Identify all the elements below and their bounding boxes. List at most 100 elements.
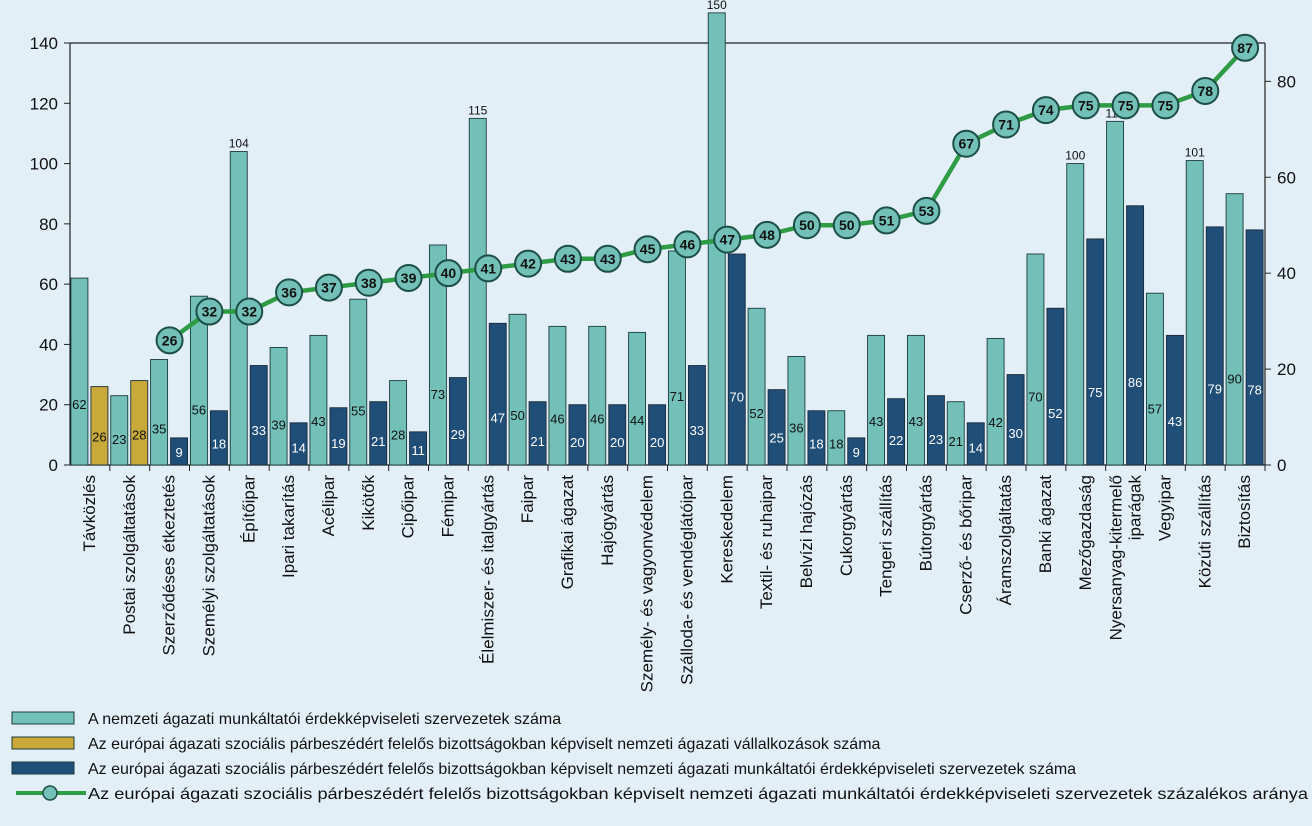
- x-category-label: Szerződéses étkeztetés: [160, 475, 179, 655]
- line-point-percentage: [593, 244, 622, 273]
- bar-employer-org: [209, 410, 228, 466]
- bar-label-national: 90: [1227, 372, 1241, 387]
- y-tick-label-right: 60: [1277, 168, 1296, 187]
- x-category-label: Cukorgyártás: [837, 475, 856, 576]
- line-label-percentage: 45: [640, 241, 656, 257]
- line-point-percentage: [1191, 76, 1220, 105]
- line-point-percentage: [553, 244, 582, 273]
- bar-employer-org: [887, 398, 906, 466]
- line-label-percentage: 50: [799, 217, 815, 233]
- line-label-percentage: 51: [879, 212, 895, 228]
- bar-national: [1145, 292, 1164, 466]
- bar-label-employer-org: 18: [809, 437, 823, 452]
- bar-national: [986, 337, 1005, 466]
- bar-label-employer-org: 21: [371, 434, 385, 449]
- bar-employer-org: [528, 401, 547, 466]
- line-point-percentage: [872, 206, 901, 235]
- bar-label-national: 52: [749, 406, 763, 421]
- line-label-percentage: 74: [1038, 102, 1054, 118]
- x-category-label: Fémipar: [438, 475, 457, 538]
- bar-national: [946, 401, 965, 466]
- line-label-percentage: 38: [361, 275, 377, 291]
- line-label-percentage: 43: [600, 251, 616, 267]
- line-point-percentage: [474, 254, 503, 283]
- bar-employer-org: [369, 401, 388, 466]
- line-point-percentage: [195, 297, 224, 326]
- line-label-percentage: 32: [241, 304, 257, 320]
- bar-employer-org: [687, 365, 706, 466]
- bar-label-employer-org: 18: [212, 437, 226, 452]
- legend-swatch: [11, 761, 75, 775]
- bar-national: [150, 359, 169, 466]
- bar-employer-org: [289, 422, 308, 466]
- line-point-percentage: [713, 225, 742, 254]
- x-category-label: Nyersanyag-kitermelő: [1107, 475, 1126, 640]
- bar-label-employer-org: 70: [730, 390, 744, 405]
- x-category-label: Postai szolgáltatások: [120, 475, 139, 635]
- bar-label-employer-org: 20: [570, 435, 584, 450]
- line-point-percentage: [434, 259, 463, 288]
- legend-label: A nemzeti ágazati munkáltatói érdekképvi…: [88, 711, 561, 728]
- bar-enterprise: [90, 386, 109, 466]
- line-point-percentage: [633, 235, 662, 264]
- x-category-label: Faipar: [518, 475, 537, 524]
- y-tick-label-right: 20: [1277, 360, 1296, 379]
- bar-national: [628, 331, 647, 466]
- bar-label-employer-org: 19: [331, 436, 345, 451]
- bar-label-employer-org: 14: [969, 440, 983, 455]
- x-category-label: Személyi szolgáltatások: [199, 475, 218, 657]
- bar-national: [1066, 163, 1085, 466]
- line-label-percentage: 75: [1158, 97, 1174, 113]
- bar-label-employer-org: 25: [769, 430, 783, 445]
- bar-label-national: 35: [152, 421, 166, 436]
- bar-label-employer-org: 75: [1088, 385, 1102, 400]
- bar-national: [70, 277, 89, 466]
- bar-label-employer-org: 43: [1168, 414, 1182, 429]
- x-category-label: Vegyipar: [1155, 475, 1174, 541]
- line-label-percentage: 75: [1118, 97, 1134, 113]
- line-point-percentage: [753, 220, 782, 249]
- line-label-percentage: 26: [162, 332, 178, 348]
- bar-national: [468, 117, 487, 466]
- line-label-percentage: 37: [321, 280, 337, 296]
- line-point-percentage: [912, 196, 941, 225]
- x-category-label: Banki ágazat: [1036, 475, 1055, 574]
- line-label-percentage: 50: [839, 217, 855, 233]
- x-category-label: Biztosítás: [1235, 475, 1254, 549]
- line-point-percentage: [235, 297, 264, 326]
- line-label-percentage: 46: [680, 236, 696, 252]
- x-category-label: Közúti szállítás: [1195, 475, 1214, 588]
- bar-label-national: 62: [72, 397, 86, 412]
- x-category-label: Távközlés: [80, 475, 99, 552]
- line-label-percentage: 78: [1197, 83, 1213, 99]
- line-point-percentage: [832, 211, 861, 240]
- bar-label-national: 73: [431, 387, 445, 402]
- legend-label: Az európai ágazati szociális párbeszédér…: [88, 761, 1076, 778]
- y-tick-label-right: 80: [1277, 72, 1296, 91]
- bar-label-employer-org: 52: [1048, 406, 1062, 421]
- bar-national: [548, 325, 567, 466]
- bar-label-employer-org: 79: [1208, 382, 1222, 397]
- line-label-percentage: 71: [998, 117, 1014, 133]
- bar-national: [827, 410, 846, 466]
- line-point-percentage: [1071, 91, 1100, 120]
- bar-employer-org: [1046, 307, 1065, 466]
- line-label-percentage: 39: [401, 270, 417, 286]
- line-point-percentage: [275, 278, 304, 307]
- bar-national: [110, 395, 129, 466]
- bar-label-employer-org: 14: [291, 440, 305, 455]
- legend-label: Az európai ágazati szociális párbeszédér…: [88, 736, 881, 753]
- line-label-percentage: 75: [1078, 97, 1094, 113]
- bar-label-enterprise: 28: [132, 428, 146, 443]
- bar-employer-org: [329, 407, 348, 466]
- bar-label-employer-org: 78: [1247, 382, 1261, 397]
- bar-label-employer-org: 33: [252, 423, 266, 438]
- bar-employer-org: [807, 410, 826, 466]
- legend-swatch: [11, 711, 75, 725]
- x-category-label: Textil- és ruhaipar: [757, 475, 776, 610]
- legend-swatch-marker: [42, 785, 58, 801]
- line-point-percentage: [1231, 33, 1260, 62]
- bar-employer-org: [847, 437, 866, 466]
- x-category-label: Hajógyártás: [598, 475, 617, 566]
